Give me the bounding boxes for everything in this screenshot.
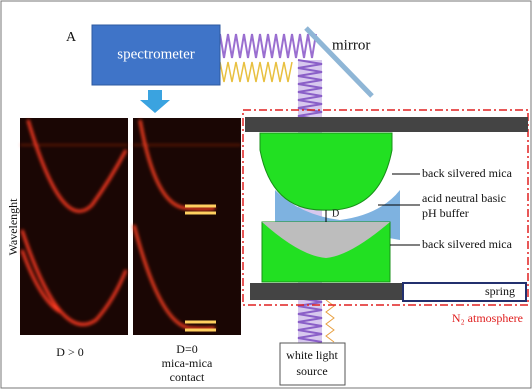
spring-label: spring [485,284,515,298]
mirror-label: mirror [332,37,370,53]
fringe-image [133,118,241,335]
y-axis-label: Wavelenght [6,198,20,256]
fringe-image [20,118,128,335]
gap-label: D [332,208,339,219]
atmosphere-label: N₂ atmosphere [452,311,523,325]
lower-mica-label: back silvered mica [422,237,513,251]
top-plate [245,117,528,132]
caption: mica-mica [162,356,213,370]
source-label: white light [286,348,338,362]
caption: contact [170,370,205,384]
panel-label: A [66,30,77,45]
caption: D=0 [176,342,197,356]
source-label: source [296,364,327,378]
figure: spectrometer A mirror B Wavelenght D > 0… [0,0,532,389]
buffer-label: pH buffer [422,206,469,220]
bottom-plate [250,283,403,300]
upper-mica-label: back silvered mica [422,166,513,180]
caption: D > 0 [56,345,83,359]
buffer-label: acid neutral basic [422,191,506,205]
spectrometer-label: spectrometer [117,46,194,62]
